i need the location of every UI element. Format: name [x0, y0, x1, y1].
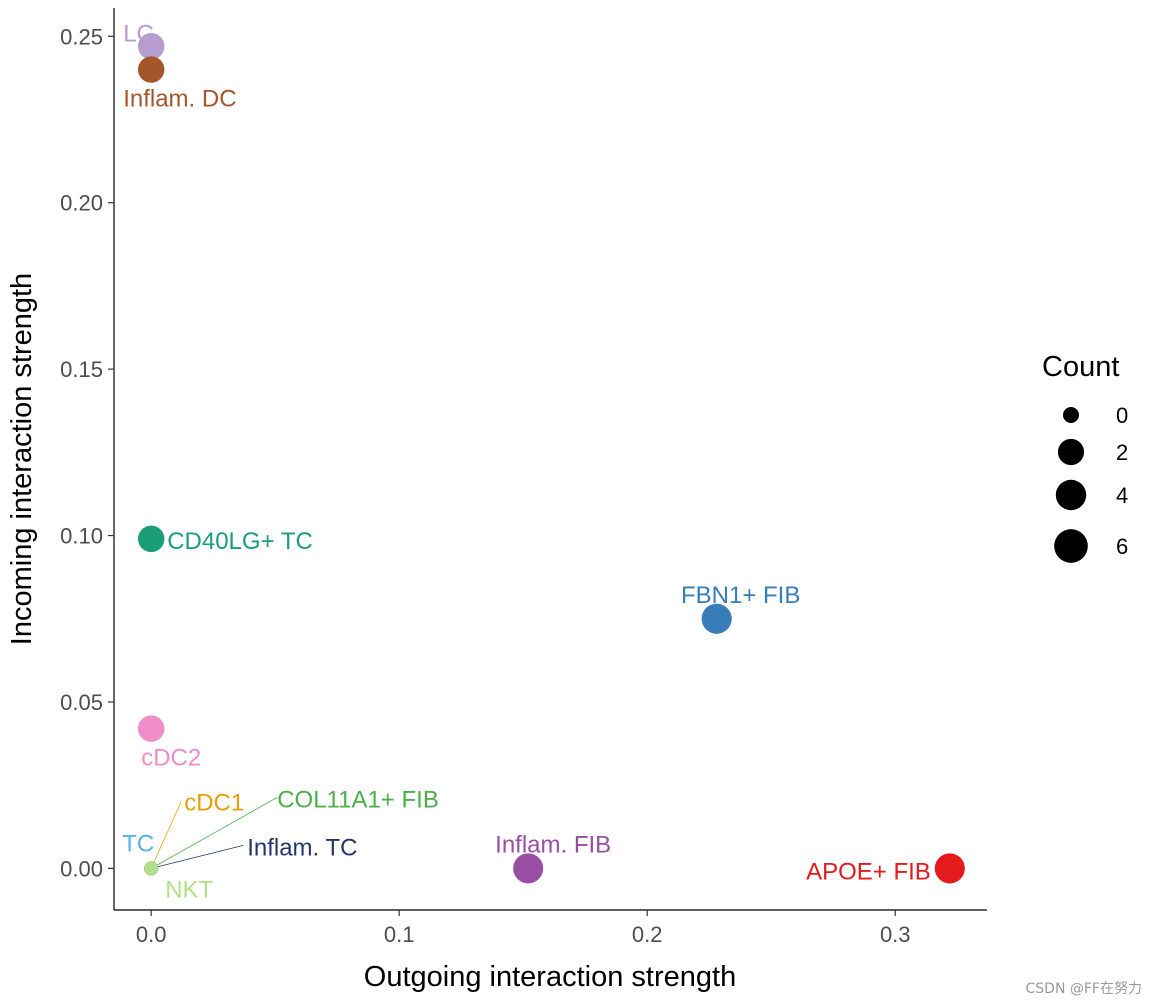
legend-key-4	[1055, 479, 1087, 511]
label-cdc2: cDC2	[141, 745, 201, 772]
x-axis-title: Outgoing interaction strength	[364, 961, 736, 993]
legend: Count 0 2 4 6	[1042, 351, 1128, 563]
point-labels: LC Inflam. DC CD40LG+ TC FBN1+ FIB cDC2 cDC1 C…	[122, 20, 931, 903]
label-cdc1: cDC1	[184, 789, 244, 816]
y-tick-label: 0.20	[60, 191, 103, 216]
connector-cdc1	[150, 801, 182, 869]
point-lc	[137, 33, 165, 60]
label-inflam-dc: Inflam. DC	[123, 86, 236, 113]
label-lc: LC	[123, 20, 154, 47]
legend-key-2	[1057, 438, 1085, 466]
legend-label-4: 4	[1116, 483, 1128, 508]
y-tick-label: 0.05	[60, 690, 103, 715]
legend-items: 0 2 4 6	[1054, 403, 1128, 563]
point-cdc2	[137, 715, 165, 742]
axes	[113, 8, 987, 911]
ticks: 0.0 0.1 0.2 0.3 0.00 0.05 0.10 0.15 0.20 0.25	[60, 24, 910, 947]
y-tick-label: 0.25	[60, 24, 103, 49]
legend-key-0	[1063, 407, 1079, 423]
label-inflam-tc: Inflam. TC	[247, 834, 357, 861]
legend-key-6	[1054, 529, 1088, 563]
legend-label-0: 0	[1116, 403, 1128, 428]
point-cd40lg-tc	[137, 525, 165, 553]
y-axis-title: Incoming interaction strength	[6, 273, 38, 645]
point-nkt	[144, 861, 159, 876]
label-connectors	[150, 797, 278, 869]
label-col11a1-fib: COL11A1+ FIB	[277, 786, 439, 813]
y-tick-label: 0.00	[60, 856, 103, 881]
label-fbn1-fib: FBN1+ FIB	[681, 582, 800, 609]
x-tick-label: 0.3	[880, 922, 911, 947]
watermark: CSDN @FF在努力	[1025, 981, 1142, 997]
connector-col11a1-fib	[151, 797, 278, 869]
x-tick-label: 0.2	[632, 922, 663, 947]
y-tick-label: 0.15	[60, 357, 103, 382]
label-cd40lg-tc: CD40LG+ TC	[167, 528, 313, 555]
point-inflam-dc	[137, 56, 165, 83]
label-apoe-fib: APOE+ FIB	[806, 858, 931, 885]
point-inflam-fib	[513, 853, 544, 884]
label-inflam-fib: Inflam. FIB	[495, 831, 611, 858]
legend-label-2: 2	[1116, 440, 1128, 465]
legend-label-6: 6	[1116, 534, 1128, 559]
point-apoe-fib	[934, 853, 965, 884]
label-nkt: NKT	[165, 876, 213, 903]
legend-title: Count	[1042, 351, 1119, 383]
points	[137, 33, 965, 884]
y-tick-label: 0.10	[60, 524, 103, 549]
x-tick-label: 0.1	[384, 922, 415, 947]
point-fbn1-fib	[701, 603, 732, 634]
label-tc: TC	[122, 830, 154, 857]
x-tick-label: 0.0	[136, 922, 167, 947]
connector-inflam-tc	[151, 845, 244, 869]
